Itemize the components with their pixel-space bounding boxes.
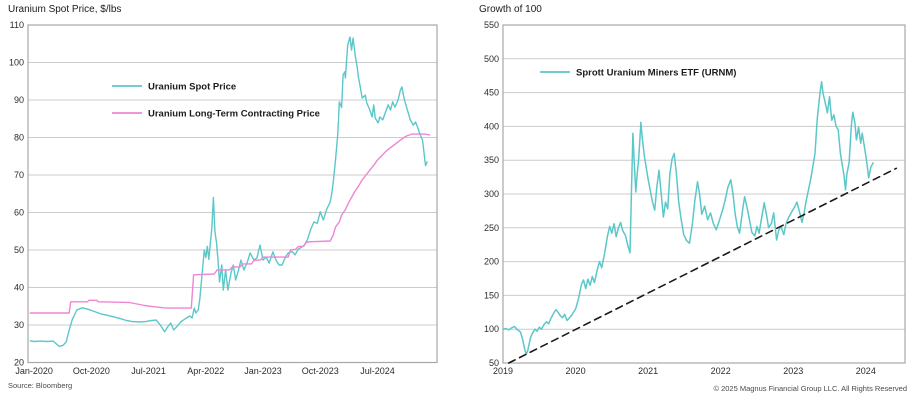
y-tick-label: 300: [484, 189, 499, 199]
y-tick-label: 50: [14, 245, 24, 255]
x-tick-label: 2019: [493, 366, 513, 376]
x-tick-label: 2020: [566, 366, 586, 376]
y-tick-label: 20: [14, 358, 24, 368]
y-tick-label: 400: [484, 121, 499, 131]
legend-label: Sprott Uranium Miners ETF (URNM): [576, 68, 736, 79]
x-tick-label: 2022: [711, 366, 731, 376]
x-tick-label: Oct-2023: [302, 366, 339, 376]
plot-border: [502, 24, 906, 364]
y-tick-label: 200: [484, 257, 499, 267]
x-tick-label: Apr-2022: [187, 366, 224, 376]
legend-label: Uranium Spot Price: [148, 82, 236, 93]
y-tick-label: 350: [484, 155, 499, 165]
trend-line-line: [507, 167, 898, 364]
y-tick-label: 60: [14, 208, 24, 218]
legend-label: Uranium Long-Term Contracting Price: [148, 109, 320, 120]
y-tick-label: 80: [14, 133, 24, 143]
page-title: Growth of 100: [479, 4, 542, 15]
copyright-note: © 2025 Magnus Financial Group LLC. All R…: [713, 384, 907, 393]
legend-bg: [109, 78, 247, 94]
y-tick-label: 550: [484, 20, 499, 30]
y-tick-label: 100: [9, 58, 24, 68]
y-tick-label: 500: [484, 54, 499, 64]
x-tick-label: 2024: [856, 366, 876, 376]
y-tick-label: 70: [14, 170, 24, 180]
y-tick-label: 100: [484, 324, 499, 334]
x-tick-label: Oct-2020: [73, 366, 110, 376]
uranium-long-term-contracting-price-line: [29, 133, 431, 314]
y-tick-label: 50: [489, 358, 499, 368]
uranium-spot-price-line: [29, 36, 428, 348]
y-tick-label: 40: [14, 283, 24, 293]
plot-border: [27, 24, 438, 364]
y-tick-label: 110: [10, 20, 24, 30]
x-tick-label: 2023: [783, 366, 803, 376]
y-tick-label: 450: [484, 88, 499, 98]
legend-bg: [537, 64, 750, 80]
x-tick-label: 2021: [638, 366, 658, 376]
source-note: Source: Bloomberg: [8, 381, 73, 390]
y-tick-label: 150: [484, 290, 499, 300]
sprott-uranium-miners-etf-urnm-line: [502, 81, 874, 355]
y-tick-label: 30: [14, 320, 24, 330]
legend-bg: [109, 105, 338, 121]
x-tick-label: Jan-2023: [244, 366, 282, 376]
y-tick-label: 90: [14, 95, 24, 105]
x-tick-label: Jul-2024: [360, 366, 395, 376]
y-tick-label: 250: [484, 223, 499, 233]
x-tick-label: Jul-2021: [131, 366, 166, 376]
page-title: Uranium Spot Price, $/lbs: [8, 4, 122, 15]
x-tick-label: Jan-2020: [15, 366, 53, 376]
